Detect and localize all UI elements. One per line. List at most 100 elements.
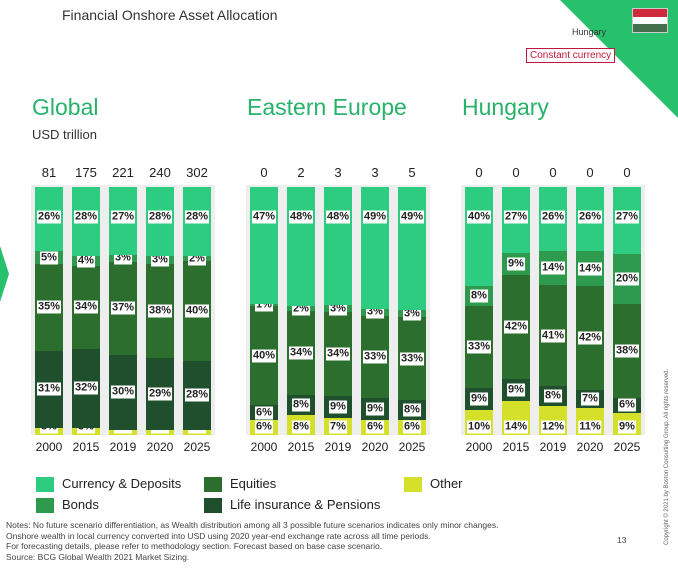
- data-label: 30%: [110, 385, 136, 399]
- data-label: 33%: [362, 350, 388, 364]
- data-label: 31%: [36, 382, 62, 396]
- data-label: 4%: [77, 254, 95, 268]
- data-label: 28%: [147, 210, 173, 224]
- bar-total: 0: [586, 165, 594, 180]
- bar-total: 3: [334, 165, 342, 180]
- data-label: 6%: [255, 406, 273, 420]
- data-label: 8%: [544, 389, 562, 403]
- data-label: 8%: [292, 398, 310, 412]
- note-line: Onshore wealth in local currency convert…: [6, 530, 431, 541]
- data-label: 28%: [184, 388, 210, 402]
- data-label: 48%: [288, 210, 314, 224]
- bar-total: 0: [475, 165, 483, 180]
- data-label: 40%: [466, 210, 492, 224]
- x-tick-label: 2015: [72, 440, 100, 454]
- bar-segment: [361, 187, 389, 309]
- data-label: 35%: [36, 300, 62, 314]
- data-label: 42%: [503, 320, 529, 334]
- x-tick-label: 2019: [539, 440, 567, 454]
- data-label: 33%: [466, 340, 492, 354]
- data-label: 9%: [470, 392, 488, 406]
- bar-total: 0: [512, 165, 520, 180]
- x-tick-label: 2020: [361, 440, 389, 454]
- data-label: 27%: [110, 210, 136, 224]
- data-label: 38%: [614, 344, 640, 358]
- hungary-flag-icon: [632, 8, 668, 33]
- data-label: 9%: [618, 420, 636, 434]
- data-label: 9%: [366, 402, 384, 416]
- data-label: 34%: [73, 300, 99, 314]
- data-label: 28%: [73, 210, 99, 224]
- footnotes: Notes: No future scenario differentiatio…: [6, 520, 498, 562]
- bar-total: 5: [408, 165, 416, 180]
- legend-swatch-equities: [204, 477, 222, 492]
- data-label: 26%: [36, 210, 62, 224]
- bar-total: 3: [371, 165, 379, 180]
- data-label: 26%: [540, 210, 566, 224]
- slide-title: Financial Onshore Asset Allocation: [62, 7, 278, 23]
- bar-total: 221: [112, 165, 134, 180]
- data-label: 6%: [366, 420, 384, 434]
- legend-label-bonds: Bonds: [62, 497, 99, 512]
- data-label: 6%: [403, 420, 421, 434]
- data-label: 33%: [399, 352, 425, 366]
- bar-total: 2: [297, 165, 305, 180]
- x-tick-label: 2025: [613, 440, 641, 454]
- bar-total: 302: [186, 165, 208, 180]
- bar-segment: [398, 187, 426, 310]
- legend-swatch-currency: [36, 477, 54, 492]
- copyright-text: Copyright © 2021 by Boston Consulting Gr…: [664, 368, 670, 545]
- bar-segment: [287, 187, 315, 307]
- data-label: 10%: [466, 420, 492, 434]
- data-label: 12%: [540, 420, 566, 434]
- data-label: 6%: [255, 420, 273, 434]
- bar-total: 81: [41, 165, 57, 180]
- country-label: Hungary: [572, 27, 607, 37]
- x-tick-label: 2000: [250, 440, 278, 454]
- data-label: 28%: [184, 210, 210, 224]
- x-tick-label: 2025: [398, 440, 426, 454]
- data-label: 7%: [581, 392, 599, 406]
- legend-label-currency: Currency & Deposits: [62, 476, 182, 491]
- legend-swatch-bonds: [36, 498, 54, 513]
- bar-segment: [465, 187, 493, 287]
- data-label: 48%: [325, 210, 351, 224]
- bar-total: 0: [260, 165, 268, 180]
- data-label: 7%: [329, 420, 347, 434]
- data-label: 49%: [362, 210, 388, 224]
- x-tick-label: 2000: [35, 440, 63, 454]
- data-label: 8%: [292, 420, 310, 434]
- note-line: Notes: No future scenario differentiatio…: [6, 520, 499, 530]
- data-label: 9%: [507, 257, 525, 271]
- data-label: 14%: [577, 262, 603, 276]
- data-label: 26%: [577, 210, 603, 224]
- x-tick-label: 2019: [109, 440, 137, 454]
- bar-segment: [324, 187, 352, 305]
- legend-label-equities: Equities: [230, 476, 277, 491]
- data-label: 32%: [73, 381, 99, 395]
- note-line: For forecasting details, please refer to…: [6, 541, 383, 551]
- legend-swatch-other: [404, 477, 422, 492]
- bar-total: 175: [75, 165, 97, 180]
- panel-subtitle-global: USD trillion: [32, 127, 98, 142]
- bar-total: 240: [149, 165, 171, 180]
- data-label: 8%: [470, 289, 488, 303]
- legend-label-life: Life insurance & Pensions: [230, 497, 381, 512]
- bar-total: 0: [623, 165, 631, 180]
- x-tick-label: 2019: [324, 440, 352, 454]
- page-number: 13: [617, 535, 627, 545]
- data-label: 27%: [614, 210, 640, 224]
- data-label: 34%: [325, 347, 351, 361]
- data-label: 5%: [40, 251, 58, 265]
- x-tick-label: 2015: [502, 440, 530, 454]
- x-tick-label: 2020: [576, 440, 604, 454]
- data-label: 49%: [399, 210, 425, 224]
- data-label: 8%: [403, 403, 421, 417]
- data-label: 14%: [540, 261, 566, 275]
- data-label: 3%: [329, 302, 347, 316]
- data-label: 37%: [110, 301, 136, 315]
- source-line: Source: BCG Global Wealth 2021 Market Si…: [6, 551, 190, 562]
- x-tick-label: 2020: [146, 440, 174, 454]
- panel-title-eastern-europe: Eastern Europe: [247, 94, 407, 120]
- bar-total: 0: [549, 165, 557, 180]
